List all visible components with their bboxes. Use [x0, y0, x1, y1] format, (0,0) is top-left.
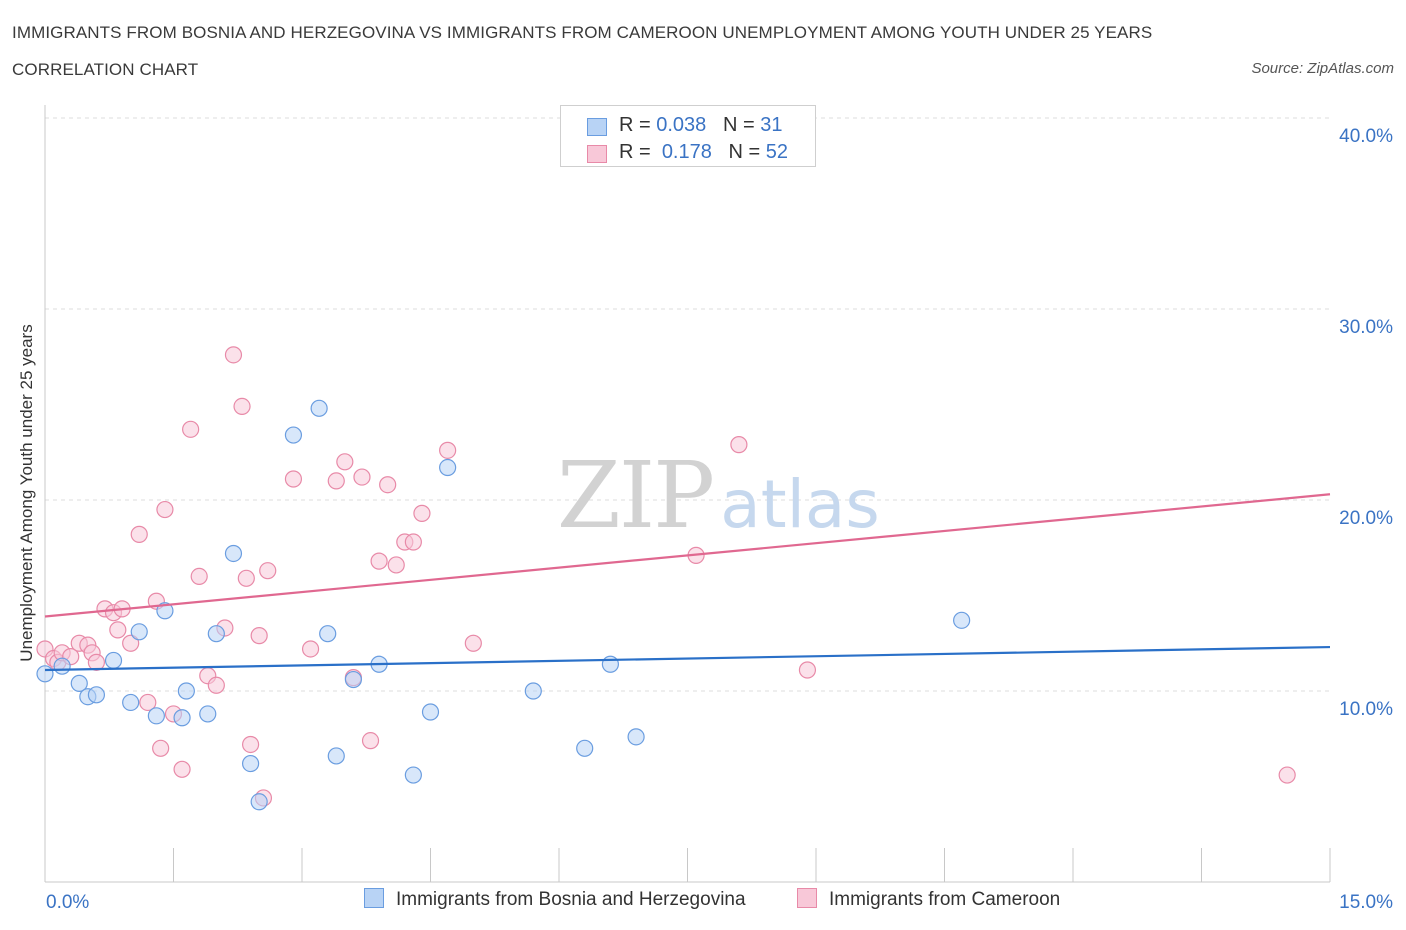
x-tick-label: 0.0%	[46, 892, 89, 913]
legend-n-label: N =	[728, 141, 761, 163]
legend-r-label: R =	[619, 141, 651, 163]
cameroon-point	[730, 436, 748, 454]
legend-r-value-bosnia: 0.038	[656, 114, 707, 136]
bosnia-point	[524, 682, 542, 700]
bosnia-point	[156, 602, 174, 620]
bosnia-point	[224, 544, 243, 563]
bosnia-point	[284, 426, 303, 444]
legend-r-value-cameroon: 0.178	[661, 141, 712, 163]
x-tick-label: 15.0%	[1339, 892, 1393, 913]
bosnia-point	[122, 693, 140, 712]
cameroon-point	[413, 504, 431, 522]
legend-n-label: N =	[722, 114, 755, 136]
cameroon-point	[284, 470, 303, 488]
bosnia-point	[627, 728, 645, 746]
bottom-legend-swatch-cameroon	[797, 888, 817, 908]
source-label: Source: ZipAtlas.com	[1251, 60, 1394, 77]
bosnia-point	[36, 665, 54, 683]
trend-line-bosnia	[44, 645, 1331, 672]
cameroon-point	[250, 627, 268, 645]
cameroon-point	[207, 676, 225, 694]
trend-lines	[44, 493, 1331, 672]
cameroon-point	[139, 693, 157, 712]
bosnia-point	[576, 739, 594, 757]
cameroon-point	[190, 567, 208, 586]
legend-n-value-cameroon: 52	[765, 141, 789, 163]
bosnia-point	[953, 611, 971, 629]
cameroon-point	[130, 525, 148, 543]
cameroon-point	[370, 552, 388, 570]
bosnia-point	[344, 670, 362, 689]
bosnia-point	[53, 657, 71, 675]
series-cameroon-points	[36, 346, 1296, 807]
cameroon-point	[156, 500, 174, 519]
bosnia-point	[310, 399, 328, 417]
trend-line-cameroon	[44, 493, 1331, 618]
cameroon-point	[353, 468, 371, 486]
bottom-legend-label-cameroon: Immigrants from Cameroon	[829, 889, 1061, 910]
axes	[44, 105, 1331, 883]
cameroon-point	[1278, 766, 1296, 784]
bosnia-point	[70, 674, 88, 692]
bosnia-point	[242, 754, 260, 773]
y-tick-label: 10.0%	[1339, 699, 1393, 720]
cameroon-point	[404, 533, 422, 551]
bosnia-point	[130, 623, 148, 641]
bosnia-point	[177, 682, 195, 700]
bottom-legend-bosnia: Immigrants from Bosnia and Herzegovina	[364, 888, 746, 911]
legend-n-value-bosnia: 31	[760, 114, 783, 136]
y-tick-label: 40.0%	[1339, 126, 1393, 147]
cameroon-point	[361, 732, 380, 750]
bosnia-point	[173, 709, 191, 727]
cameroon-point	[237, 569, 255, 587]
bottom-legend-swatch-bosnia	[364, 888, 384, 908]
tick-labels: 10.0% 20.0% 30.0% 40.0% 0.0% 15.0%	[46, 126, 1393, 913]
cameroon-point	[439, 441, 457, 459]
bosnia-point	[319, 625, 337, 643]
cameroon-point	[122, 634, 140, 652]
legend-swatch-bosnia	[587, 118, 607, 136]
cameroon-point	[109, 621, 127, 639]
cameroon-point	[242, 735, 260, 754]
cameroon-point	[379, 476, 397, 494]
watermark: ZIP atlas	[557, 442, 880, 549]
cameroon-point	[464, 634, 482, 652]
legend-swatch-cameroon	[587, 145, 607, 163]
cameroon-point	[182, 420, 200, 438]
cameroon-point	[336, 453, 354, 471]
bosnia-point	[250, 793, 268, 811]
y-tick-label: 20.0%	[1339, 508, 1393, 529]
correlation-legend: R = 0.038 N = 31 R = 0.178 N = 52	[560, 105, 816, 167]
legend-r-label: R =	[619, 114, 651, 136]
bosnia-point	[439, 458, 457, 477]
watermark-atlas: atlas	[720, 466, 880, 543]
cameroon-point	[259, 562, 277, 580]
series-bosnia-points	[36, 399, 971, 811]
cameroon-point	[327, 472, 345, 490]
bosnia-point	[104, 651, 123, 670]
cameroon-point	[173, 760, 191, 778]
bosnia-point	[87, 686, 106, 704]
bottom-legend-cameroon: Immigrants from Cameroon	[797, 888, 1060, 911]
cameroon-point	[387, 556, 405, 574]
bottom-legend-label-bosnia: Immigrants from Bosnia and Herzegovina	[396, 889, 746, 910]
bosnia-point	[404, 766, 422, 784]
bosnia-point	[199, 705, 217, 723]
watermark-zip: ZIP	[557, 442, 713, 549]
bosnia-point	[147, 707, 165, 725]
bosnia-point	[327, 747, 345, 765]
y-axis-label: Unemployment Among Youth under 25 years	[17, 324, 36, 661]
chart-title: IMMIGRANTS FROM BOSNIA AND HERZEGOVINA V…	[12, 23, 1153, 79]
cameroon-point	[301, 640, 320, 658]
cameroon-point	[798, 661, 817, 679]
bosnia-point	[601, 655, 620, 673]
cameroon-point	[152, 739, 170, 757]
cameroon-point	[87, 653, 106, 671]
bosnia-point	[207, 625, 225, 643]
bosnia-point	[421, 703, 440, 721]
y-tick-label: 30.0%	[1339, 317, 1393, 338]
cameroon-point	[224, 346, 243, 364]
cameroon-point	[233, 397, 251, 416]
